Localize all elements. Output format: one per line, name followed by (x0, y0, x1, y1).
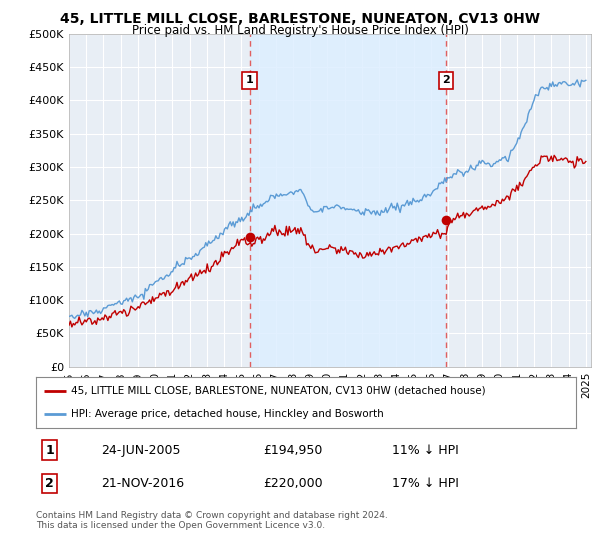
Text: 2: 2 (442, 75, 450, 85)
Text: 2: 2 (45, 477, 54, 490)
Text: 45, LITTLE MILL CLOSE, BARLESTONE, NUNEATON, CV13 0HW (detached house): 45, LITTLE MILL CLOSE, BARLESTONE, NUNEA… (71, 386, 486, 396)
Text: 1: 1 (245, 75, 253, 85)
Text: 24-JUN-2005: 24-JUN-2005 (101, 444, 181, 456)
Text: Contains HM Land Registry data © Crown copyright and database right 2024.
This d: Contains HM Land Registry data © Crown c… (36, 511, 388, 530)
Text: 45, LITTLE MILL CLOSE, BARLESTONE, NUNEATON, CV13 0HW: 45, LITTLE MILL CLOSE, BARLESTONE, NUNEA… (60, 12, 540, 26)
Text: 1: 1 (45, 444, 54, 456)
Text: 11% ↓ HPI: 11% ↓ HPI (392, 444, 459, 456)
Text: £220,000: £220,000 (263, 477, 322, 490)
Text: 21-NOV-2016: 21-NOV-2016 (101, 477, 184, 490)
Text: £194,950: £194,950 (263, 444, 322, 456)
Text: 17% ↓ HPI: 17% ↓ HPI (392, 477, 459, 490)
Bar (250, 34, 446, 367)
Text: HPI: Average price, detached house, Hinckley and Bosworth: HPI: Average price, detached house, Hinc… (71, 409, 384, 419)
Text: Price paid vs. HM Land Registry's House Price Index (HPI): Price paid vs. HM Land Registry's House … (131, 24, 469, 37)
